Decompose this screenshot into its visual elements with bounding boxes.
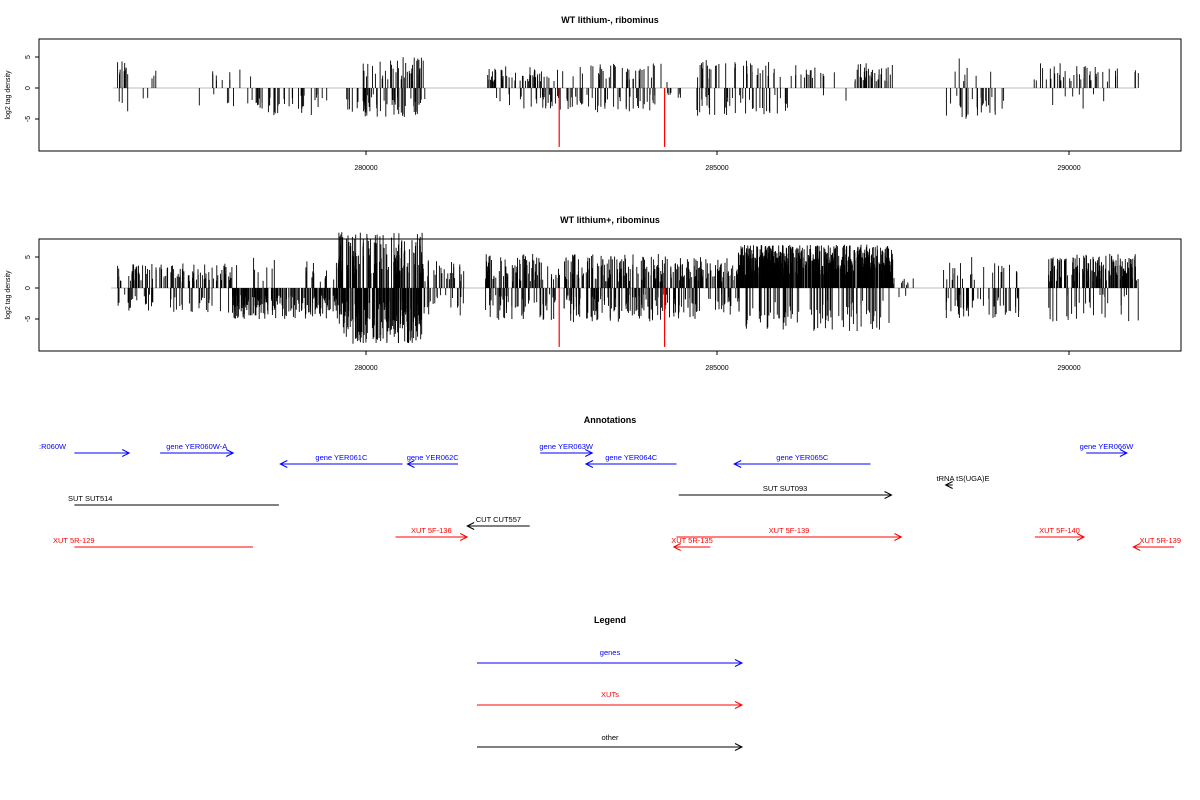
chart-2-ytick-label: 5 [25, 255, 32, 259]
annotation-xut: XUT 5R-139 [1132, 536, 1181, 551]
arrowhead-left [584, 460, 594, 468]
annotation-xut: XUT 5R-129 [53, 536, 253, 548]
chart-2-ytick-label: 0 [25, 286, 32, 290]
annotation-other: SUT SUT093 [678, 484, 893, 499]
annotation-gene: :R060W [39, 442, 131, 457]
chart-2-xtick-label: 280000 [354, 365, 377, 372]
legend-entry-xuts: XUTs [477, 690, 744, 709]
annotation-tracks: :R060W gene YER060W-A gene YER061C gene YER… [39, 442, 1181, 551]
annotation-label: gene YER064C [605, 453, 658, 462]
annotation-label: gene YER060W-A [166, 442, 227, 451]
chart-1-ytick-label: 5 [25, 55, 32, 59]
arrowhead-left [672, 543, 681, 551]
arrowhead-right [459, 533, 469, 541]
legend-arrowhead-xuts [734, 701, 744, 709]
annotation-label: XUT 5F-140 [1039, 526, 1080, 535]
legend-panel: Legend genes XUTs other [477, 615, 744, 751]
chart-1-xtick-label: 285000 [705, 165, 728, 172]
annotation-label: gene YER061C [315, 453, 368, 462]
chart-1-ylabel: log2 tag density [5, 70, 12, 120]
legend-arrowhead-genes [734, 659, 744, 667]
arrowhead-right [225, 449, 235, 457]
annotation-gene: gene YER062C [406, 453, 460, 468]
annotation-label: gene YER063W [539, 442, 594, 451]
annotation-label: XUT 5R-135 [671, 536, 713, 545]
annotation-label: tRNA tS(UGA)E [937, 474, 990, 483]
annotations-panel: Annotations :R060W gene YER060W-A gene YER… [39, 415, 1181, 551]
chart-2-frame [38, 238, 1182, 352]
legend-label-genes: genes [600, 648, 621, 657]
chart-2-xtick-label: 290000 [1057, 365, 1080, 372]
annotation-gene: gene YER064C [584, 453, 677, 468]
annotation-gene: gene YER061C [279, 453, 403, 468]
annotation-label: CUT CUT557 [476, 515, 521, 524]
arrowhead-right [585, 449, 594, 457]
annotation-other: tRNA tS(UGA)E [937, 474, 990, 489]
arrowhead-left [466, 522, 475, 530]
chart-1-ytick-label: 0 [25, 86, 32, 90]
annotations-title: Annotations [584, 415, 637, 425]
annotation-label: SUT SUT093 [763, 484, 807, 493]
legend-arrowhead-other [734, 743, 744, 751]
chart-1-ytick-label: -5 [25, 116, 32, 122]
chart-1-title: WT lithium-, ribominus [561, 15, 659, 25]
annotation-label: SUT SUT514 [68, 494, 112, 503]
arrowhead-left [279, 460, 288, 468]
annotation-other: SUT SUT514 [68, 494, 279, 506]
annotation-gene: gene YER063W [539, 442, 594, 457]
annotation-gene: gene YER060W-A [160, 442, 235, 457]
arrowhead-left [944, 481, 953, 489]
chart-2-ytick-label: -5 [25, 316, 32, 322]
arrowhead-right [1076, 533, 1086, 541]
annotation-label: gene YER062C [407, 453, 460, 462]
annotation-xut: XUT 5F-140 [1034, 526, 1086, 541]
legend-label-other: other [601, 733, 619, 742]
annotation-label: gene YER066W [1080, 442, 1135, 451]
chart-2-xtick-label: 285000 [705, 365, 728, 372]
chart-1-frame [38, 38, 1182, 152]
annotation-label: XUT 5R-129 [53, 536, 95, 545]
arrowhead-right [1119, 449, 1129, 457]
arrowhead-right [122, 449, 131, 457]
annotation-label: XUT 5F-136 [411, 526, 452, 535]
legend-label-xuts: XUTs [601, 690, 619, 699]
annotation-gene: gene YER066W [1080, 442, 1135, 457]
annotation-xut: XUT 5R-135 [671, 536, 713, 551]
arrowhead-left [1132, 543, 1141, 551]
chart-1-bars [113, 57, 1139, 147]
chart-1-xtick-label: 290000 [1057, 165, 1080, 172]
annotation-xut: XUT 5F-136 [395, 526, 469, 541]
annotation-xut: XUT 5F-139 [676, 526, 903, 541]
arrowhead-right [894, 533, 903, 541]
annotation-label: gene YER065C [776, 453, 829, 462]
chart-1-xtick-label: 280000 [354, 165, 377, 172]
annotation-gene: gene YER065C [733, 453, 871, 468]
legend-entry-other: other [477, 733, 744, 751]
arrowhead-left [406, 460, 415, 468]
legend-title: Legend [594, 615, 626, 625]
chart-2-title: WT lithium+, ribominus [560, 215, 660, 225]
chart-2-bars [111, 232, 1139, 347]
annotation-label: XUT 5F-139 [769, 526, 810, 535]
arrowhead-right [884, 491, 893, 499]
chart-2-ylabel: log2 tag density [5, 270, 12, 320]
annotation-label: :R060W [39, 442, 67, 451]
annotation-other: CUT CUT557 [466, 515, 530, 530]
arrowhead-left [733, 460, 742, 468]
legend-entry-genes: genes [477, 648, 744, 667]
annotation-label: XUT 5R-139 [1139, 536, 1181, 545]
chart-panel-2: WT lithium+, ribominus -5 0 5 log2 tag d… [5, 215, 1182, 372]
chart-panel-1: WT lithium-, ribominus -5 0 5 log2 tag d… [5, 15, 1182, 172]
